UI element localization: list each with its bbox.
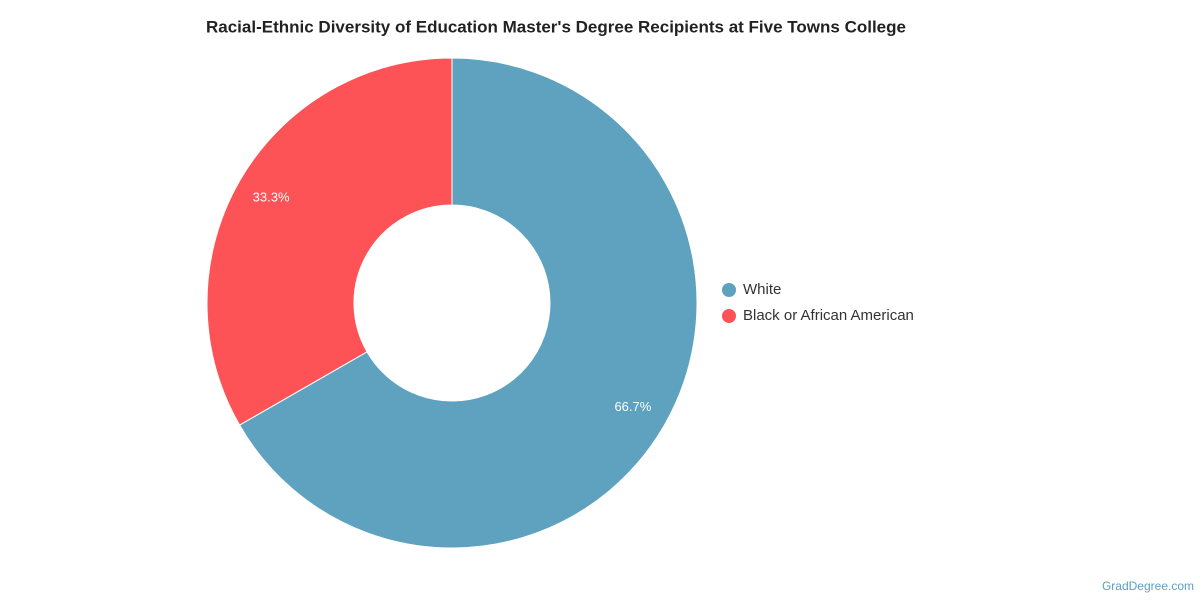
donut-slice — [238, 57, 698, 549]
legend-label: White — [743, 281, 781, 298]
value-label: 33.3% — [253, 190, 290, 205]
chart-title: Racial-Ethnic Diversity of Education Mas… — [206, 17, 906, 36]
legend-marker — [722, 283, 736, 297]
legend-marker — [722, 309, 736, 323]
credit: GradDegree.com — [1102, 579, 1194, 593]
legend-label: Black or African American — [743, 307, 914, 324]
donut-slice — [206, 57, 453, 426]
value-label: 66.7% — [614, 399, 651, 414]
